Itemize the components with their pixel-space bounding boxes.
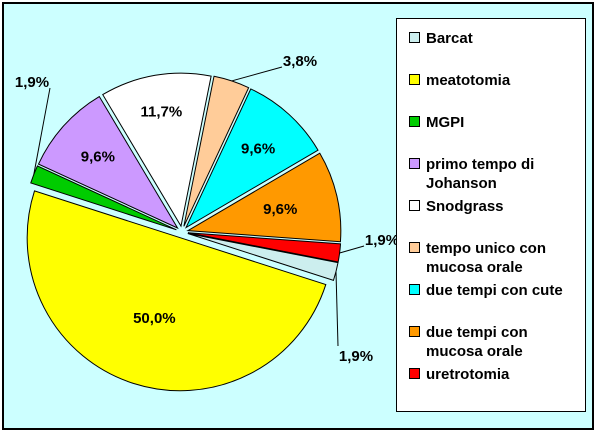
legend-label-meatotomia: meatotomia xyxy=(426,72,511,89)
data-label-barcat: 1,9% xyxy=(339,348,373,365)
legend-label-barcat: Barcat xyxy=(426,30,473,47)
legend-label-due-tempi-cute: due tempi con cute xyxy=(426,282,563,299)
legend-swatch-mgpi xyxy=(409,116,420,127)
leader-line-barcat xyxy=(335,271,339,347)
data-label-mgpi: 1,9% xyxy=(15,74,49,91)
chart-area: 1,9% 50,0% 1,9% 9,6% 11,7% 3,8% 9,6% 9,6% 1,9% B… xyxy=(2,2,594,430)
legend-swatch-uretrotomia xyxy=(409,368,420,379)
legend-label-tempo-unico: tempo unico con mucosa orale xyxy=(426,240,546,276)
legend-label-mgpi: MGPI xyxy=(426,114,465,131)
data-label-due-tempi-mucosa: 9,6% xyxy=(263,201,297,218)
pie-slice-snodgrass xyxy=(102,72,212,228)
leader-line-uretrotomia xyxy=(339,245,365,254)
data-label-tempo-unico: 3,8% xyxy=(283,53,317,70)
legend-label-snodgrass: Snodgrass xyxy=(426,198,504,215)
pie-slice-primo-tempo xyxy=(37,95,179,230)
legend-swatch-primo-tempo xyxy=(409,158,420,169)
pie-slice-tempo-unico xyxy=(183,75,250,227)
legend-swatch-barcat xyxy=(409,32,420,43)
legend-label-due-tempi-mucosa: due tempi con mucosa orale xyxy=(426,324,528,360)
legend-label-primo-tempo: primo tempo di Johanson xyxy=(426,156,535,192)
leader-line-tempo-unico xyxy=(231,66,283,82)
pie-slice-due-tempi-cute xyxy=(184,88,319,229)
legend-swatch-meatotomia xyxy=(409,74,420,85)
legend-swatch-due-tempi-mucosa xyxy=(409,326,420,337)
pie-slice-barcat xyxy=(187,233,339,281)
data-label-snodgrass: 11,7% xyxy=(141,103,183,120)
legend-label-uretrotomia: uretrotomia xyxy=(426,366,510,383)
leader-line-mgpi xyxy=(33,87,51,175)
legend: Barcat meatotomia MGPI primo tempo di Jo… xyxy=(396,18,586,412)
data-label-primo-tempo: 9,6% xyxy=(81,148,115,165)
data-label-due-tempi-cute: 9,6% xyxy=(241,140,275,157)
legend-swatch-snodgrass xyxy=(409,200,420,211)
data-label-uretrotomia: 1,9% xyxy=(365,232,399,249)
pie-slice-due-tempi-mucosa xyxy=(186,152,342,243)
pie-chart: 1,9% 50,0% 1,9% 9,6% 11,7% 3,8% 9,6% 9,6% 1,9% xyxy=(15,53,399,392)
legend-swatch-due-tempi-cute xyxy=(409,284,420,295)
pie-slice-meatotomia xyxy=(26,190,327,392)
legend-swatch-tempo-unico xyxy=(409,242,420,253)
data-label-meatotomia: 50,0% xyxy=(133,310,176,327)
